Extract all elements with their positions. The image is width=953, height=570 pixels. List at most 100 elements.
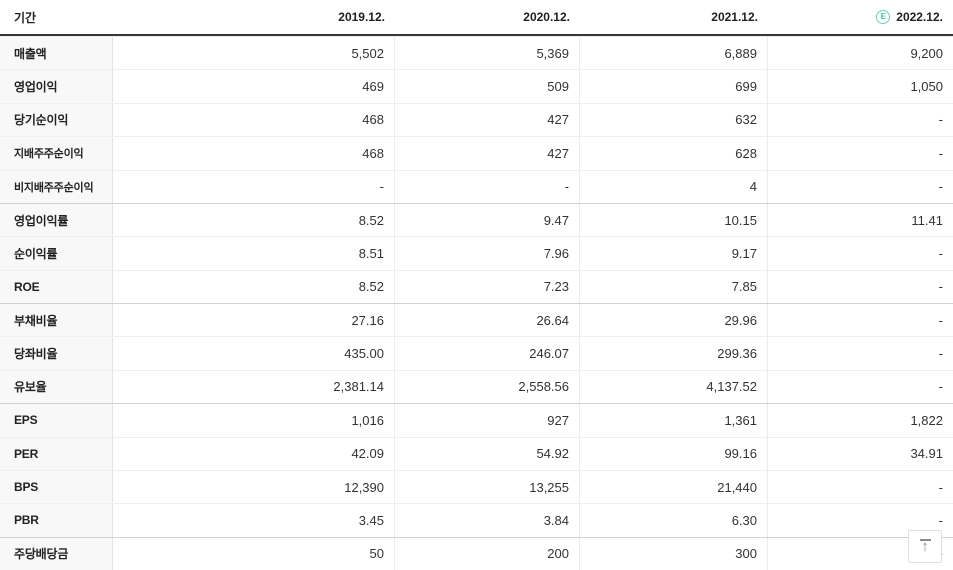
cell-value: 29.96 <box>580 304 768 337</box>
cell-value: 435.00 <box>113 337 395 370</box>
row-label: 비지배주주순이익 <box>0 170 113 203</box>
cell-value: 4,137.52 <box>580 370 768 404</box>
cell-value: 54.92 <box>395 437 580 470</box>
cell-value: 6.30 <box>580 504 768 537</box>
table-row: EPS 1,016 927 1,361 1,822 <box>0 403 953 437</box>
cell-value: 2,381.14 <box>113 370 395 404</box>
cell-value: - <box>395 170 580 203</box>
table-row: 영업이익률 8.52 9.47 10.15 11.41 <box>0 202 953 237</box>
cell-value: 300 <box>580 537 768 570</box>
row-label: 매출액 <box>0 37 113 70</box>
cell-value: 4 <box>580 170 768 203</box>
cell-value: 12,390 <box>113 470 395 504</box>
cell-value: 1,016 <box>113 404 395 437</box>
period-column-header: 기간 <box>0 0 113 34</box>
cell-value: 9.17 <box>580 237 768 270</box>
cell-value: 509 <box>395 70 580 103</box>
cell-value: - <box>768 337 953 370</box>
cell-value: 699 <box>580 70 768 103</box>
cell-value: - <box>768 370 953 404</box>
cell-value: 299.36 <box>580 337 768 370</box>
table-row: PER 42.09 54.92 99.16 34.91 <box>0 436 953 470</box>
row-label: 유보율 <box>0 370 113 404</box>
cell-value: - <box>768 270 953 303</box>
cell-value: 927 <box>395 404 580 437</box>
row-label: EPS <box>0 404 113 437</box>
cell-value: 6,889 <box>580 37 768 70</box>
row-label: 당기순이익 <box>0 103 113 137</box>
cell-value: 2,558.56 <box>395 370 580 404</box>
cell-value: - <box>768 170 953 203</box>
row-label: PER <box>0 437 113 470</box>
cell-value: - <box>113 170 395 203</box>
cell-value: 1,822 <box>768 404 953 437</box>
table-header-row: 기간 2019.12. 2020.12. 2021.12. E 2022.12. <box>0 0 953 36</box>
table-row: ROE 8.52 7.23 7.85- <box>0 269 953 303</box>
cell-value: 5,502 <box>113 37 395 70</box>
cell-value: - <box>768 237 953 270</box>
cell-value: - <box>768 137 953 170</box>
cell-value: 427 <box>395 103 580 137</box>
column-header: 2020.12. <box>395 0 580 34</box>
cell-value: 42.09 <box>113 437 395 470</box>
cell-value: - <box>768 304 953 337</box>
row-label: PBR <box>0 504 113 537</box>
table-row: 당기순이익 468 427 632- <box>0 102 953 137</box>
cell-value: 99.16 <box>580 437 768 470</box>
cell-value: 469 <box>113 70 395 103</box>
cell-value: 200 <box>395 537 580 570</box>
table-body: 매출액 5,502 5,369 6,889 9,200 영업이익 469 509 699 1,05… <box>0 36 953 570</box>
cell-value: - <box>768 470 953 504</box>
cell-value: 632 <box>580 103 768 137</box>
table-row: 매출액 5,502 5,369 6,889 9,200 <box>0 36 953 70</box>
cell-value: 427 <box>395 137 580 170</box>
cell-value: 13,255 <box>395 470 580 504</box>
cell-value: 5,369 <box>395 37 580 70</box>
column-header-label: 2019.12. <box>338 10 385 24</box>
cell-value: 8.51 <box>113 237 395 270</box>
cell-value: 50 <box>113 537 395 570</box>
column-header: 2019.12. <box>113 0 395 34</box>
column-header: 2021.12. <box>580 0 768 34</box>
row-label: 영업이익 <box>0 70 113 103</box>
cell-value: 8.52 <box>113 270 395 303</box>
scroll-to-top-button[interactable]: ↑ <box>908 530 942 563</box>
table-row: 유보율 2,381.14 2,558.56 4,137.52- <box>0 369 953 404</box>
cell-value: 1,050 <box>768 70 953 103</box>
column-header: E 2022.12. <box>768 0 953 34</box>
estimate-badge-icon: E <box>876 10 891 24</box>
up-arrow-icon: ↑ <box>921 538 929 555</box>
up-arrow-bar-icon <box>919 539 931 541</box>
cell-value: 468 <box>113 103 395 137</box>
row-label: 지배주주순이익 <box>0 137 113 170</box>
cell-value: 7.96 <box>395 237 580 270</box>
column-header-label: 2022.12. <box>896 10 943 24</box>
cell-value: 3.45 <box>113 504 395 537</box>
cell-value: 34.91 <box>768 437 953 470</box>
table-row: 부채비율 27.16 26.64 29.96- <box>0 303 953 337</box>
column-header-label: 2020.12. <box>523 10 570 24</box>
cell-value: 9.47 <box>395 203 580 237</box>
table-row: PBR 3.45 3.84 6.30- <box>0 503 953 537</box>
table-row: BPS 12,390 13,255 21,440- <box>0 469 953 504</box>
cell-value: 3.84 <box>395 504 580 537</box>
row-label: 부채비율 <box>0 304 113 337</box>
column-header-label: 2021.12. <box>711 10 758 24</box>
cell-value: 468 <box>113 137 395 170</box>
cell-value: - <box>768 103 953 137</box>
table-row: 순이익률 8.51 7.96 9.17- <box>0 236 953 270</box>
cell-value: 9,200 <box>768 37 953 70</box>
row-label: 영업이익률 <box>0 203 113 237</box>
cell-value: 8.52 <box>113 203 395 237</box>
cell-value: 11.41 <box>768 203 953 237</box>
row-label: 당좌비율 <box>0 337 113 370</box>
row-label: BPS <box>0 470 113 504</box>
cell-value: 628 <box>580 137 768 170</box>
row-label: 순이익률 <box>0 237 113 270</box>
table-row: 당좌비율 435.00 246.07 299.36- <box>0 336 953 370</box>
cell-value: 26.64 <box>395 304 580 337</box>
cell-value: 21,440 <box>580 470 768 504</box>
table-row: 비지배주주순이익 - -4- <box>0 169 953 203</box>
